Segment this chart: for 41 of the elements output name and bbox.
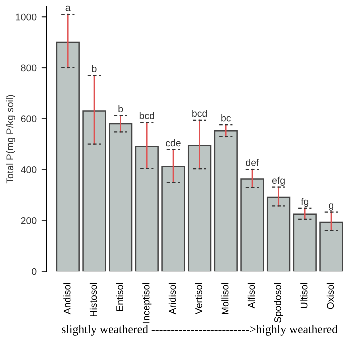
annotation: bc [222,114,232,122]
annotation: def [246,159,260,166]
bar [266,196,291,272]
y-tick-label: 600 [21,116,37,123]
x-tick-label: Andisol [64,283,71,315]
bar [240,178,264,272]
bar [188,145,212,272]
x-tick-label: Vertisol [195,283,202,315]
y-tick-label: 0 [32,268,37,276]
annotation: cde [166,140,181,147]
annotation: a [66,6,71,12]
x-tick-label: Inceptisol [142,283,152,323]
x-tick-label: Alfisol [248,283,256,309]
x-tick-label: Aridisol [168,283,176,315]
y-tick-label: 1000 [16,14,37,21]
annotation: fg [301,198,309,208]
x-axis-title: slightly weathered ------------------------->highly weathered [62,325,338,336]
annotation: b [118,105,124,113]
y-axis-title: Total P(mg P/kg soil) [6,95,16,184]
x-tick-label: Spodosol [274,283,284,323]
bar [162,166,186,272]
annotation: b [92,65,97,72]
bar [135,146,159,272]
bar [56,42,80,272]
bar [293,214,317,272]
x-tick-label: Mollisol [222,283,229,314]
x-tick-label: Histosol [90,283,98,316]
y-tick-label: 800 [21,64,37,72]
bar [320,222,344,272]
annotation: bcd [192,110,208,118]
bar [82,110,106,272]
x-tick-label: Ultisol [300,283,308,308]
y-tick-label: 200 [21,217,37,224]
x-tick-label: Oxisol [326,283,334,310]
bar [108,123,133,272]
annotation: bcd [140,112,154,120]
annotation: efg [272,176,285,186]
x-tick-label: Entisol [116,283,124,312]
bar [214,130,238,272]
annotation: g [329,204,334,211]
y-tick-label: 400 [21,166,37,174]
